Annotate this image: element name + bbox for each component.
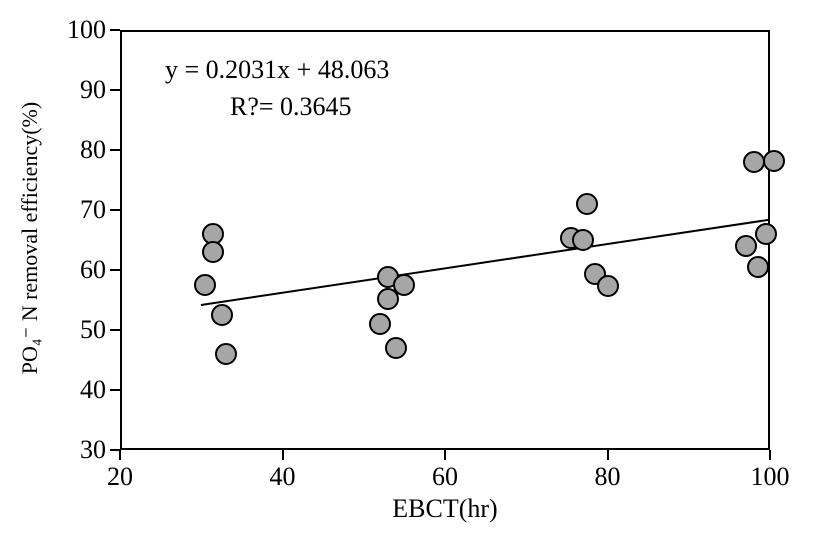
scatter-point <box>763 150 785 172</box>
scatter-point <box>369 313 391 335</box>
y-tick <box>110 449 120 451</box>
y-tick <box>110 29 120 31</box>
scatter-point <box>735 235 757 257</box>
y-tick <box>110 89 120 91</box>
r-squared-annotation: R?= 0.3645 <box>230 92 352 122</box>
scatter-point <box>576 193 598 215</box>
equation-annotation: y = 0.2031x + 48.063 <box>165 55 389 85</box>
x-tick-label: 100 <box>751 462 790 492</box>
scatter-point <box>572 229 594 251</box>
chart-container: y = 0.2031x + 48.063 R?= 0.3645 EBCT(hr)… <box>0 0 819 541</box>
scatter-point <box>747 256 769 278</box>
x-tick-label: 20 <box>107 462 133 492</box>
x-tick-label: 40 <box>270 462 296 492</box>
x-axis-label: EBCT(hr) <box>385 494 505 524</box>
y-tick-label: 30 <box>80 435 106 465</box>
y-tick-label: 80 <box>80 135 106 165</box>
y-tick-label: 40 <box>80 375 106 405</box>
y-tick-label: 70 <box>80 195 106 225</box>
scatter-point <box>211 304 233 326</box>
scatter-point <box>215 343 237 365</box>
y-tick-label: 90 <box>80 75 106 105</box>
y-tick-label: 50 <box>80 315 106 345</box>
scatter-point <box>202 241 224 263</box>
scatter-point <box>743 151 765 173</box>
scatter-point <box>385 337 407 359</box>
x-tick <box>119 450 121 460</box>
y-tick <box>110 389 120 391</box>
scatter-point <box>194 274 216 296</box>
y-tick-label: 60 <box>80 255 106 285</box>
x-tick <box>607 450 609 460</box>
scatter-point <box>597 275 619 297</box>
y-tick <box>110 149 120 151</box>
y-tick <box>110 329 120 331</box>
x-tick-label: 80 <box>595 462 621 492</box>
x-tick <box>282 450 284 460</box>
x-tick-label: 60 <box>432 462 458 492</box>
y-axis-label: PO₄⁻ N removal efficiency(%) <box>17 88 43 388</box>
y-tick-label: 100 <box>67 15 106 45</box>
x-tick <box>444 450 446 460</box>
scatter-point <box>755 223 777 245</box>
y-tick <box>110 209 120 211</box>
y-tick <box>110 269 120 271</box>
scatter-point <box>393 274 415 296</box>
x-tick <box>769 450 771 460</box>
